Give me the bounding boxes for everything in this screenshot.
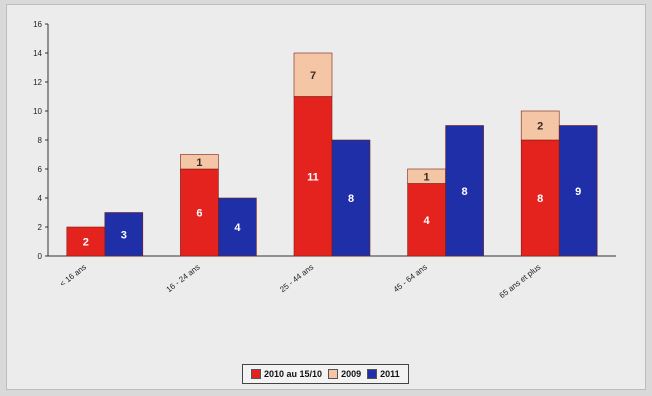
- bar-2011: [331, 139, 371, 257]
- legend-item: 2011: [367, 369, 400, 379]
- legend-label: 2009: [341, 369, 362, 379]
- bar-2009: [293, 52, 333, 97]
- legend-swatch: [251, 369, 261, 379]
- legend-swatch: [367, 369, 378, 379]
- bar-value-label: 6: [196, 208, 202, 220]
- bar-2010-au-15-10: [407, 183, 446, 257]
- bar-value-label: 7: [310, 70, 316, 82]
- bar-value-label: 8: [462, 186, 468, 198]
- bar-value-label: 4: [424, 215, 431, 227]
- legend-item: 2010 au 15/10: [251, 369, 322, 379]
- y-tick-label: 10: [33, 107, 42, 116]
- x-category-label: 45 - 64 ans: [392, 262, 429, 294]
- chart-bars: [66, 52, 598, 257]
- bar-value-label: 3: [121, 229, 127, 241]
- x-category-label: 65 ans et plus: [498, 262, 543, 300]
- legend-label: 2010 au 15/10: [264, 369, 323, 379]
- bar-value-label: 2: [83, 237, 89, 249]
- bar-value-label: 8: [348, 193, 354, 205]
- bar-value-label: 11: [307, 171, 319, 183]
- y-tick-label: 14: [33, 49, 42, 58]
- bar-2010-au-15-10: [180, 168, 219, 257]
- bar-2011: [445, 125, 484, 257]
- bar-2010-au-15-10: [520, 139, 560, 257]
- bar-2009: [180, 154, 219, 170]
- y-tick-label: 0: [38, 252, 43, 261]
- y-tick-label: 6: [38, 165, 43, 174]
- bar-2009: [520, 110, 560, 141]
- y-tick-label: 4: [38, 194, 43, 203]
- legend-item: 2009: [328, 369, 361, 379]
- y-tick-label: 2: [38, 223, 43, 232]
- x-category-label: 25 - 44 ans: [278, 262, 315, 294]
- bar-value-label: 9: [575, 186, 581, 198]
- chart-page: 0 2 4 6 8 10 12 14 16 2 3 < 16 ans 6 1 4 16 - 24 ans 11…: [6, 4, 646, 390]
- legend-label: 2011: [380, 369, 400, 379]
- bar-2011: [218, 197, 257, 257]
- y-tick-label: 12: [33, 78, 42, 87]
- legend-swatch: [328, 369, 339, 379]
- bar-2011: [558, 125, 598, 257]
- bar-value-label: 1: [196, 157, 202, 169]
- bar-2011: [104, 212, 144, 257]
- y-tick-label: 16: [33, 20, 42, 29]
- x-category-label: 16 - 24 ans: [165, 262, 202, 294]
- bar-value-label: 2: [537, 121, 543, 133]
- bar-value-label: 8: [537, 193, 543, 205]
- y-tick-label: 8: [38, 136, 43, 145]
- x-category-label: < 16 ans: [58, 262, 88, 288]
- bar-value-label: 4: [234, 222, 241, 234]
- chart-legend: 2010 au 15/10 2009 2011: [242, 364, 409, 384]
- bar-value-label: 1: [424, 171, 430, 183]
